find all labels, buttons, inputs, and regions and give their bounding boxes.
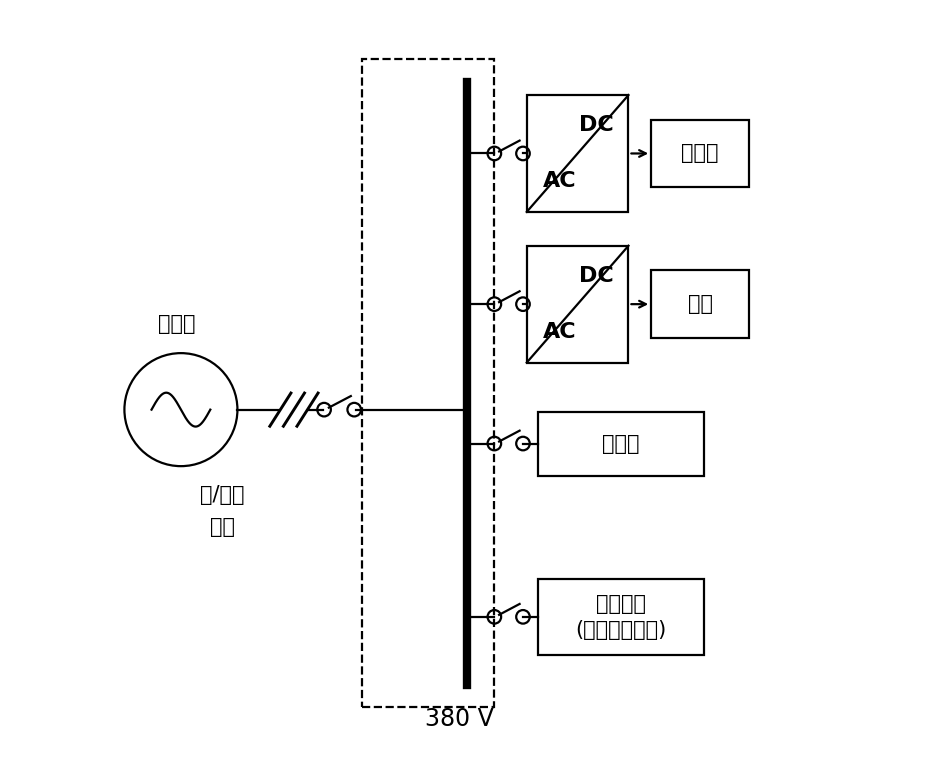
Text: 电负荷: 电负荷 [602, 433, 640, 454]
Bar [651, 120, 749, 187]
Text: AC: AC [543, 172, 577, 191]
Text: 蓄电池: 蓄电池 [681, 143, 719, 163]
Text: 并/离网: 并/离网 [200, 485, 245, 505]
Text: DC: DC [578, 115, 613, 135]
Text: AC: AC [543, 322, 577, 342]
Text: 380 V: 380 V [426, 707, 494, 731]
Bar [527, 246, 628, 363]
Bar [362, 59, 494, 707]
Bar [538, 579, 704, 654]
Text: DC: DC [578, 266, 613, 286]
Bar [538, 411, 704, 476]
Text: 开关: 开关 [210, 518, 235, 537]
Bar [651, 270, 749, 338]
Text: 光伏: 光伏 [688, 294, 712, 314]
Text: 配电网: 配电网 [158, 314, 196, 334]
Text: 空调负荷
(分散、冰蓄冷): 空调负荷 (分散、冰蓄冷) [576, 594, 667, 640]
Bar [527, 95, 628, 212]
